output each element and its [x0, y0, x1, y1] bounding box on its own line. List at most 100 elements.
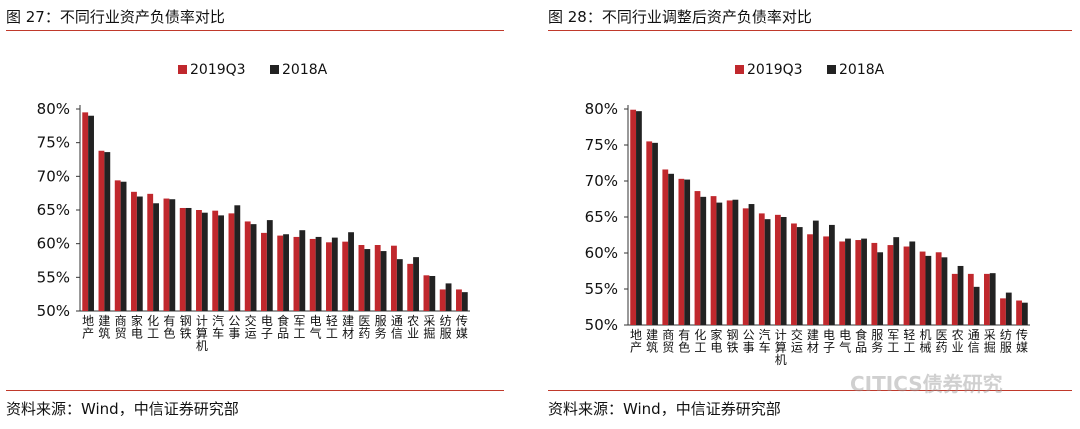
bar-2018A-地产: [88, 115, 94, 311]
bar-2019Q3-医药: [358, 245, 365, 311]
bar-2019Q3-有色: [678, 178, 685, 325]
chart-title-2: 图 28：不同行业调整后资产负债率对比: [548, 8, 812, 26]
bar-2019Q3-电子: [823, 236, 829, 325]
bar-2018A-钢铁: [185, 207, 192, 311]
bar-2018A-农业: [413, 257, 419, 311]
legend-label-2: 2018A: [839, 62, 885, 78]
x-tick-label: 公事: [743, 328, 755, 355]
bar-2018A-纺服: [1005, 292, 1012, 325]
bar-2018A-服务: [877, 252, 884, 325]
bar-2018A-电气: [845, 238, 851, 325]
bar-2019Q3-轻工: [326, 242, 332, 311]
bar-2019Q3-传媒: [456, 289, 462, 311]
x-tick-label: 农业: [407, 314, 419, 341]
y-tick-label: 75%: [37, 134, 70, 152]
legend: 2019Q3 2018A: [735, 62, 885, 78]
x-tick-label: 汽车: [759, 327, 771, 355]
x-tick-label: 电子: [823, 328, 835, 355]
bar-2019Q3-建材: [342, 241, 349, 311]
y-tick-label: 55%: [37, 268, 70, 286]
x-tick-label: 建筑: [98, 314, 110, 341]
bar-2018A-轻工: [331, 237, 338, 311]
x-tick-label: 医药: [936, 328, 948, 355]
y-tick-label: 60%: [585, 244, 618, 262]
x-tick-label: 传媒: [456, 313, 468, 341]
bar-2018A-地产: [636, 111, 642, 325]
bar-2019Q3-建筑: [98, 150, 105, 311]
x-tick-label: 计算机: [196, 314, 208, 353]
legend-swatch-2: [270, 65, 279, 74]
bar-2019Q3-电气: [839, 241, 846, 325]
y-tick-label: 75%: [585, 136, 618, 154]
y-tick-label: 65%: [585, 208, 618, 226]
x-tick-label: 食品: [855, 327, 867, 355]
y-tick-label: 65%: [37, 201, 70, 219]
bar-2019Q3-纺服: [1000, 298, 1006, 325]
bar-2018A-医药: [364, 249, 371, 311]
y-tick-label: 50%: [37, 302, 70, 320]
bar-2019Q3-轻工: [903, 246, 910, 325]
watermark: CITICS债券研究: [850, 372, 1003, 396]
bar-2018A-食品: [283, 234, 289, 311]
source-rule-2: [548, 390, 1072, 391]
bar-2018A-化工: [153, 203, 159, 311]
bar-2018A-商贸: [120, 181, 127, 311]
x-tick-label: 家电: [131, 313, 143, 341]
legend-label-1: 2019Q3: [190, 62, 246, 78]
x-tick-label: 家电: [710, 327, 722, 355]
bar-2019Q3-采掘: [984, 273, 990, 325]
x-tick-label: 公事: [228, 314, 240, 341]
bar-2019Q3-化工: [694, 191, 701, 325]
x-tick-label: 采掘: [423, 314, 435, 341]
x-tick-label: 纺服: [440, 314, 452, 341]
chart-title-1: 图 27：不同行业资产负债率对比: [6, 8, 225, 26]
legend-swatch-1: [178, 65, 187, 74]
source-note-1: 资料来源：Wind，中信证券研究部: [6, 400, 239, 418]
y-tick-label: 70%: [585, 172, 618, 190]
bar-2019Q3-建筑: [646, 141, 653, 325]
bar-2018A-传媒: [461, 292, 468, 311]
x-tick-label: 军工: [293, 314, 305, 341]
title-rule-2: [548, 30, 1072, 31]
y-tick-label: 55%: [585, 280, 618, 298]
bar-2018A-公事: [748, 204, 755, 325]
bar-2019Q3-食品: [855, 240, 862, 325]
bar-2018A-采掘: [989, 273, 996, 325]
x-tick-label: 机械: [919, 328, 931, 355]
y-tick-label: 50%: [585, 316, 618, 334]
bar-2018A-传媒: [1021, 302, 1028, 325]
x-tick-label: 通信: [968, 328, 980, 355]
bar-2019Q3-计算机: [774, 214, 781, 325]
bar-2018A-通信: [396, 259, 403, 311]
x-tick-label: 交运: [791, 327, 803, 355]
bar-2018A-机械: [925, 255, 932, 325]
bar-2019Q3-食品: [277, 235, 284, 311]
x-tick-label: 商贸: [115, 313, 127, 341]
x-tick-label: 有色: [678, 328, 690, 355]
bar-2019Q3-家电: [131, 191, 137, 311]
x-tick-label: 电气: [839, 328, 851, 355]
bar-2019Q3-地产: [630, 109, 637, 325]
bar-chart-1: 2019Q3 2018A 50% 55% 60% 65% 70% 75% 80% 地产建筑商贸家电…: [37, 62, 470, 353]
bar-2018A-建材: [812, 220, 819, 325]
bar-2018A-汽车: [218, 215, 224, 311]
bar-2019Q3-采掘: [423, 275, 430, 311]
bar-2018A-医药: [941, 257, 948, 325]
x-tick-label: 建筑: [646, 328, 658, 355]
bar-2019Q3-汽车: [212, 210, 219, 311]
bar-2018A-建筑: [104, 152, 111, 311]
x-tick-label: 钢铁: [727, 328, 739, 355]
y-tick-label: 70%: [37, 167, 70, 185]
bar-2019Q3-计算机: [196, 210, 202, 311]
bar-2018A-电气: [315, 236, 322, 311]
x-tick-label: 化工: [147, 314, 159, 341]
bar-2018A-公事: [234, 205, 241, 311]
bar-2018A-轻工: [909, 241, 916, 325]
x-tick-label: 传媒: [1016, 327, 1028, 355]
bar-2018A-采掘: [429, 275, 436, 311]
x-tick-label: 钢铁: [180, 314, 192, 341]
bar-2019Q3-交运: [791, 223, 797, 325]
y-tick-label: 80%: [585, 100, 618, 118]
bar-2018A-电子: [266, 220, 273, 311]
bar-2019Q3-汽车: [758, 213, 765, 325]
